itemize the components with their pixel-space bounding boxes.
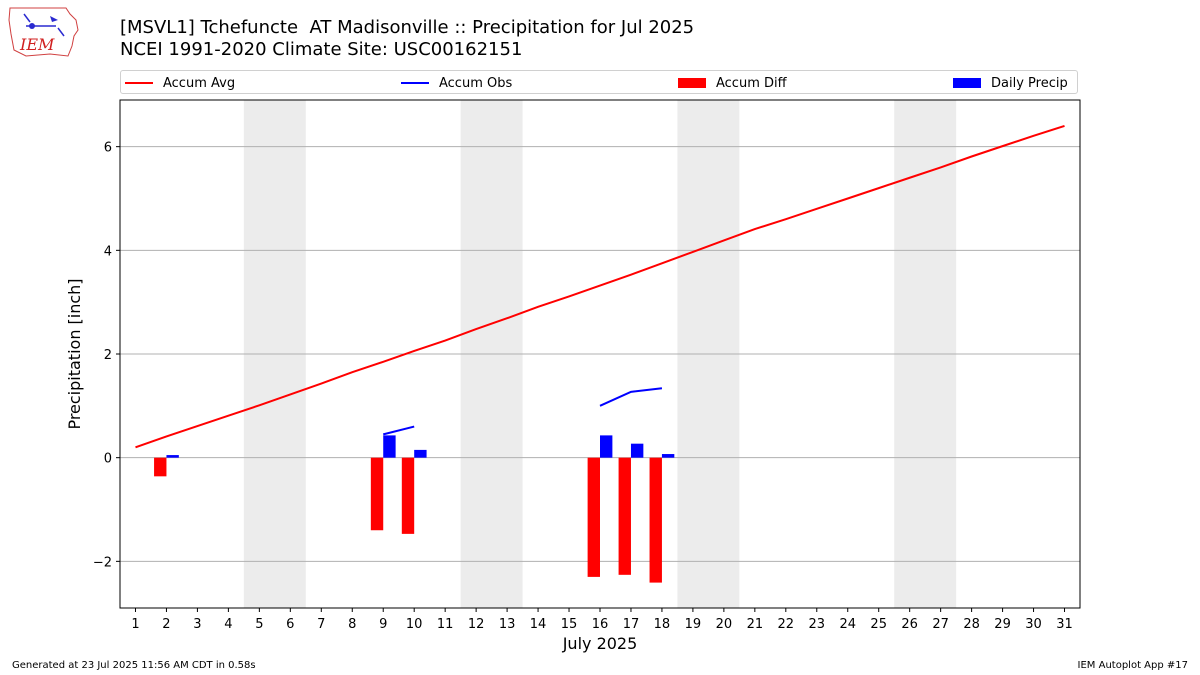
legend-swatch-accum-obs	[401, 82, 429, 84]
chart-subtitle: NCEI 1991-2020 Climate Site: USC00162151	[120, 39, 523, 60]
accum-obs-line	[382, 425, 415, 436]
x-tick-label: 19	[685, 617, 702, 632]
x-tick-label: 8	[348, 617, 356, 632]
x-tick-label: 9	[379, 617, 387, 632]
x-tick-label: 22	[778, 617, 795, 632]
state-outline-icon	[8, 7, 79, 57]
x-tick-label: 6	[286, 617, 294, 632]
accum-diff-bar	[401, 457, 415, 534]
daily-precip-bar	[600, 435, 613, 458]
legend: Accum Avg Accum Obs Accum Diff Daily Pre…	[120, 70, 1078, 94]
y-axis-label: Precipitation [inch]	[65, 278, 84, 429]
x-tick-label: 29	[994, 617, 1011, 632]
x-tick-label: 13	[499, 617, 516, 632]
x-tick-label: 5	[255, 617, 263, 632]
accum-diff-bar	[154, 457, 167, 477]
accum-obs-line	[599, 387, 663, 407]
legend-swatch-accum-avg	[125, 82, 153, 84]
daily-precip-bar	[166, 455, 179, 458]
daily-precip-bar	[661, 454, 675, 458]
daily-precip-bar	[630, 443, 644, 458]
accum-diff-bar	[618, 457, 631, 575]
chart-title: [MSVL1] Tchefuncte AT Madisonville :: Pr…	[120, 17, 695, 38]
legend-item-accum-obs: Accum Obs	[401, 74, 512, 92]
x-tick-label: 26	[901, 617, 918, 632]
x-tick-label: 27	[932, 617, 949, 632]
x-tick-label: 23	[809, 617, 826, 632]
x-tick-label: 16	[592, 617, 609, 632]
legend-swatch-accum-diff	[678, 78, 706, 88]
x-tick-label: 10	[406, 617, 423, 632]
legend-swatch-daily-precip	[953, 78, 981, 88]
accum-avg-line	[135, 124, 1065, 449]
x-tick-label: 1	[131, 617, 139, 632]
accum-diff-bar	[370, 457, 384, 531]
x-tick-label: 25	[870, 617, 887, 632]
generated-timestamp: Generated at 23 Jul 2025 11:56 AM CDT in…	[12, 660, 256, 671]
x-tick-label: 31	[1056, 617, 1073, 632]
x-tick-label: 30	[1025, 617, 1042, 632]
y-tick-label: 0	[104, 452, 112, 467]
x-tick-label: 18	[654, 617, 671, 632]
x-tick-label: 7	[317, 617, 325, 632]
x-tick-label: 24	[839, 617, 856, 632]
logo-text: IEM	[19, 35, 55, 54]
x-tick-label: 17	[623, 617, 640, 632]
x-tick-label: 28	[963, 617, 980, 632]
x-tick-label: 14	[530, 617, 547, 632]
x-tick-label: 12	[468, 617, 485, 632]
wind-vane-icon	[50, 16, 58, 22]
x-axis-label: July 2025	[562, 634, 638, 653]
x-tick-label: 21	[747, 617, 764, 632]
accum-diff-bar	[587, 457, 600, 577]
legend-label-accum-obs: Accum Obs	[439, 75, 513, 91]
y-tick-label: 6	[104, 141, 112, 156]
x-tick-label: 20	[716, 617, 733, 632]
y-tick-label: 2	[104, 348, 112, 363]
legend-item-accum-diff: Accum Diff	[678, 74, 787, 92]
legend-item-accum-avg: Accum Avg	[125, 74, 235, 92]
app-credit: IEM Autoplot App #17	[1077, 660, 1188, 671]
x-tick-label: 15	[561, 617, 578, 632]
x-tick-label: 3	[193, 617, 201, 632]
legend-label-accum-avg: Accum Avg	[163, 75, 236, 91]
legend-label-daily-precip: Daily Precip	[991, 75, 1068, 91]
legend-item-daily-precip: Daily Precip	[953, 74, 1068, 92]
accum-diff-bar	[649, 457, 662, 583]
iem-logo: IEM	[8, 7, 79, 57]
x-tick-label: 4	[224, 617, 232, 632]
y-tick-label: 4	[104, 244, 112, 259]
legend-label-accum-diff: Accum Diff	[716, 75, 787, 91]
x-tick-label: 11	[437, 617, 454, 632]
daily-precip-bar	[414, 449, 427, 458]
x-tick-label: 2	[162, 617, 170, 632]
daily-precip-bar	[383, 435, 396, 458]
y-tick-label: −2	[93, 555, 112, 570]
